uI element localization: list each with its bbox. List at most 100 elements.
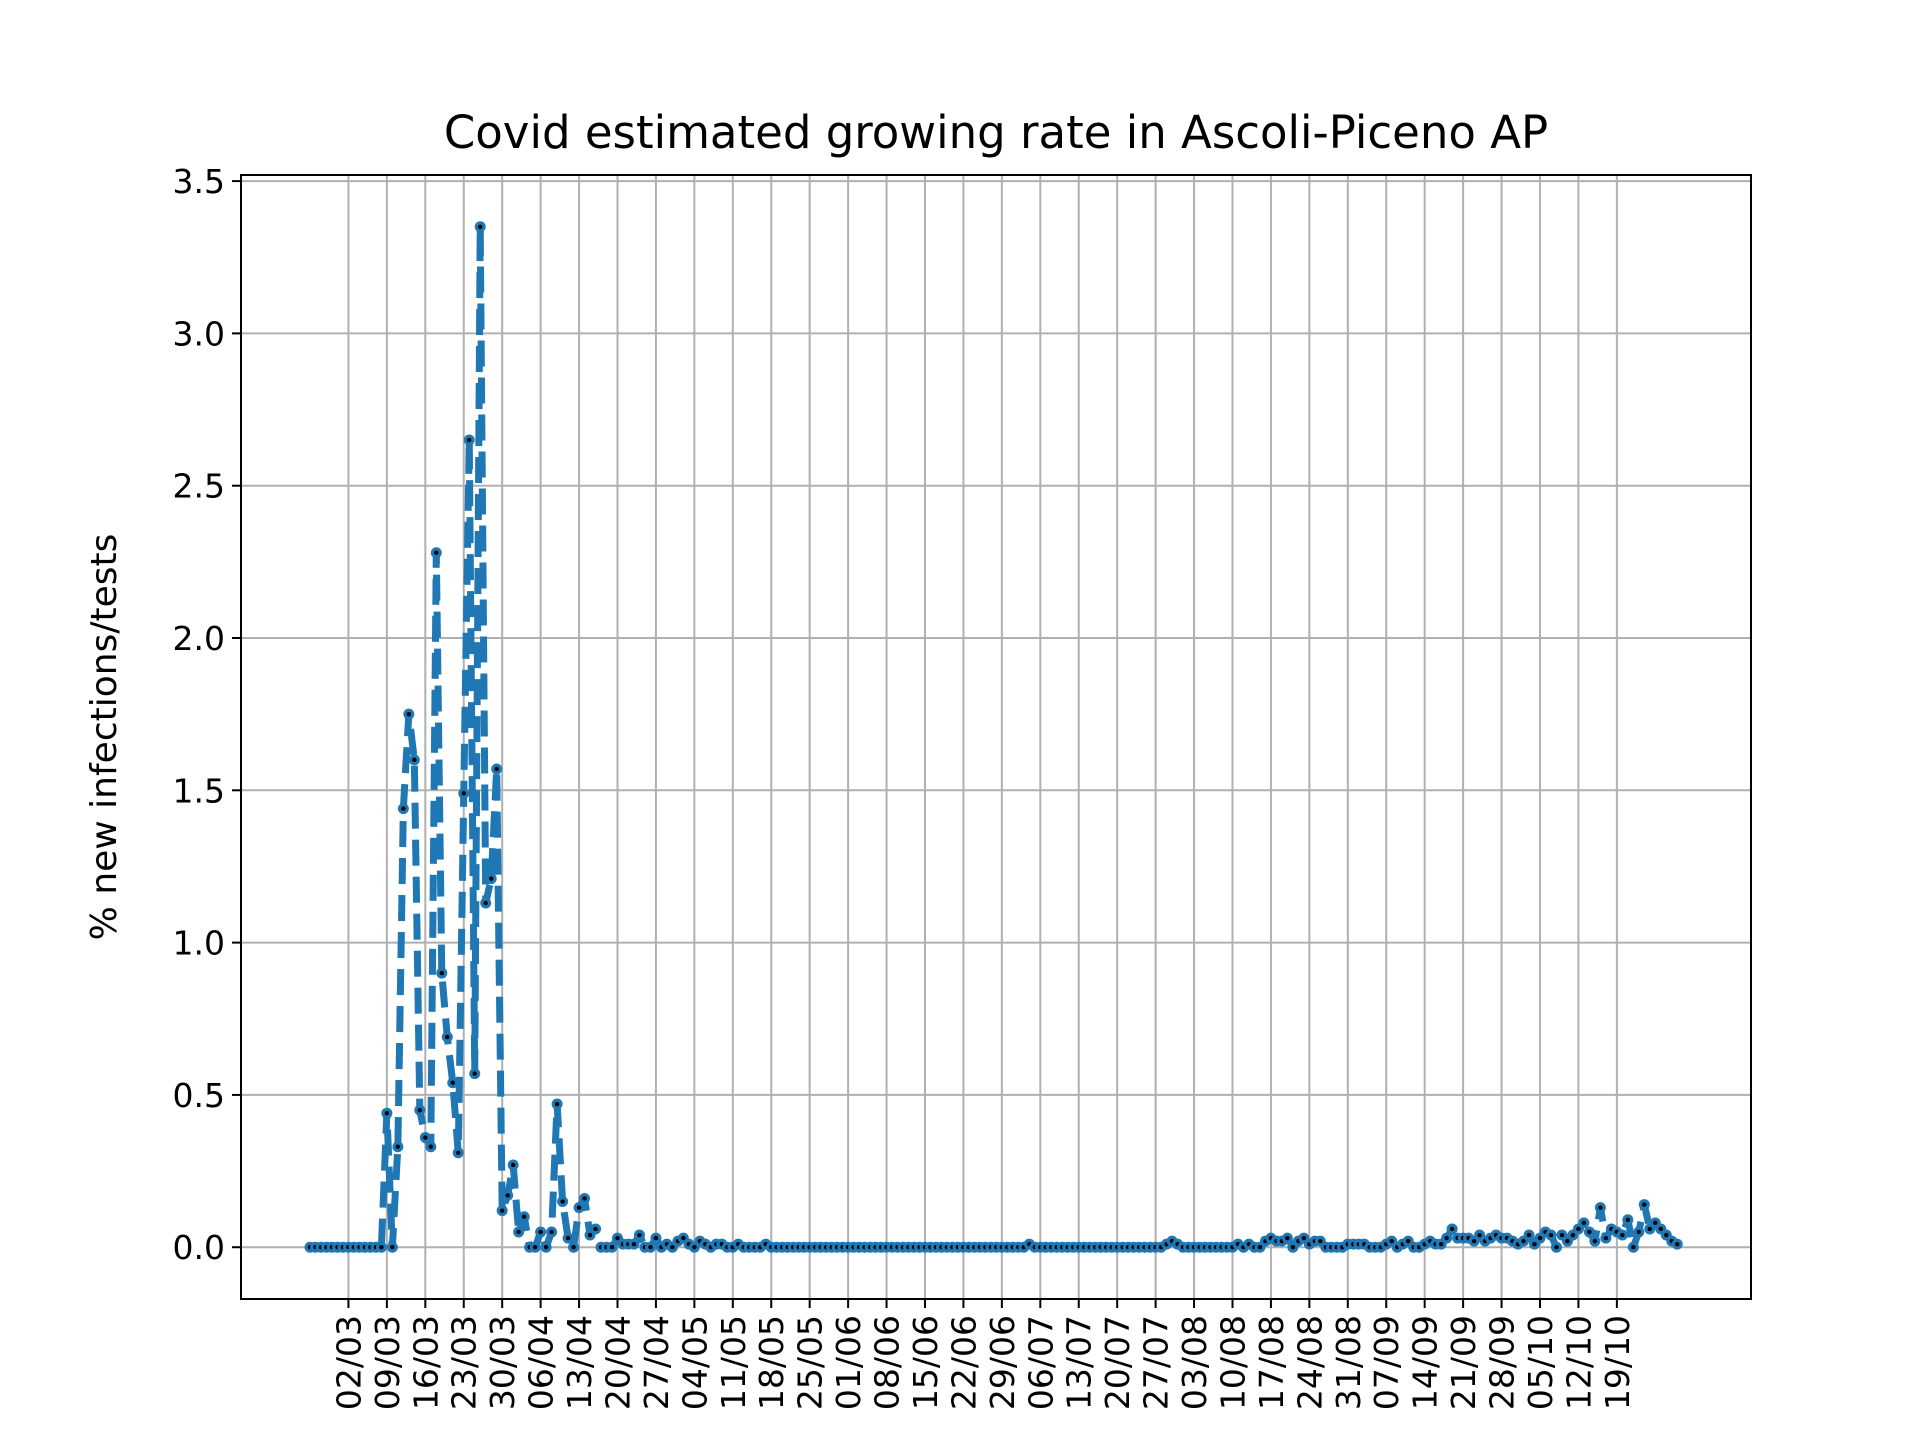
data-point-center — [428, 1144, 434, 1149]
data-point-center — [1532, 1241, 1537, 1247]
data-point-center — [1521, 1238, 1526, 1244]
data-point — [414, 1104, 426, 1116]
y-tick-label: 2.5 — [173, 467, 225, 506]
x-tick-label: 13/07 — [1060, 1315, 1099, 1410]
data-point-center — [445, 1034, 450, 1040]
data-point-center — [1559, 1232, 1565, 1238]
data-point-center — [1631, 1245, 1636, 1250]
data-point-center — [1647, 1226, 1653, 1232]
data-point-center — [1554, 1245, 1559, 1250]
data-point-center — [1301, 1235, 1307, 1241]
data-point-center — [1581, 1220, 1587, 1226]
data-point-center — [1642, 1202, 1647, 1207]
data-point — [408, 754, 420, 766]
x-tick-label: 10/08 — [1213, 1315, 1252, 1410]
data-point-center — [379, 1245, 384, 1250]
data-point-center — [461, 791, 466, 796]
x-axis-ticks: 02/03 09/03 16/03 23/03 30/03 06/04 13/04 20/04… — [329, 1299, 1637, 1410]
data-point — [463, 434, 475, 446]
data-point — [513, 1226, 525, 1238]
data-point — [546, 1226, 558, 1238]
x-tick-label: 30/03 — [483, 1315, 522, 1410]
data-point — [1600, 1232, 1612, 1244]
data-point — [1583, 1226, 1595, 1238]
data-point — [502, 1189, 514, 1201]
data-point-center — [1592, 1238, 1598, 1244]
data-point-center — [549, 1229, 554, 1235]
data-point-center — [467, 437, 472, 443]
data-point — [1627, 1241, 1639, 1253]
data-point-center — [456, 1150, 461, 1155]
x-tick-label: 02/03 — [329, 1315, 368, 1410]
data-point-center — [1603, 1235, 1609, 1241]
x-tick-label: 29/06 — [983, 1315, 1022, 1410]
x-tick-label: 09/03 — [368, 1315, 407, 1410]
data-point-center — [681, 1235, 686, 1241]
data-point — [1622, 1214, 1634, 1226]
x-tick-label: 06/04 — [522, 1315, 561, 1410]
data-point-center — [1625, 1217, 1631, 1223]
data-point-center — [1653, 1220, 1658, 1226]
data-point-center — [1537, 1235, 1543, 1241]
data-point — [441, 1031, 453, 1043]
data-point — [469, 1068, 481, 1080]
y-tick-label: 0.5 — [173, 1076, 225, 1115]
data-point-center — [692, 1245, 697, 1250]
data-point-center — [499, 1208, 505, 1213]
data-point — [540, 1241, 552, 1253]
data-point — [529, 1241, 541, 1253]
data-point — [551, 1098, 563, 1110]
data-point — [458, 787, 470, 799]
x-tick-label: 27/07 — [1137, 1315, 1176, 1410]
data-point-center — [417, 1107, 423, 1113]
data-point-center — [1389, 1238, 1394, 1244]
data-point — [474, 221, 486, 233]
data-point — [1550, 1241, 1562, 1253]
data-point-center — [576, 1205, 582, 1210]
data-point — [436, 967, 448, 979]
x-tick-label: 31/08 — [1329, 1315, 1368, 1410]
data-point-center — [1636, 1229, 1642, 1235]
data-point-center — [1664, 1232, 1669, 1238]
y-tick-label: 1.5 — [173, 771, 225, 810]
data-point-center — [593, 1226, 598, 1232]
data-point-center — [489, 876, 494, 881]
data-point-center — [609, 1245, 615, 1250]
data-point-center — [1548, 1232, 1554, 1238]
x-tick-label: 28/09 — [1483, 1315, 1522, 1410]
data-point-center — [505, 1193, 510, 1198]
data-point-center — [615, 1235, 620, 1241]
data-point-center — [560, 1199, 565, 1204]
x-tick-label: 21/09 — [1444, 1315, 1483, 1410]
data-point-center — [582, 1196, 587, 1201]
x-tick-label: 07/09 — [1367, 1315, 1406, 1410]
x-tick-label: 15/06 — [906, 1315, 945, 1410]
data-point-center — [1318, 1238, 1323, 1244]
data-point-center — [1449, 1226, 1455, 1232]
x-tick-label: 08/06 — [868, 1315, 907, 1410]
data-point-center — [406, 711, 412, 717]
data-point-center — [439, 970, 444, 976]
data-point-center — [483, 900, 488, 906]
data-point-center — [631, 1241, 637, 1247]
x-tick-label: 05/10 — [1521, 1315, 1560, 1410]
data-point-center — [510, 1162, 516, 1168]
data-point — [1441, 1232, 1453, 1244]
data-point — [644, 1241, 656, 1253]
data-point-center — [565, 1235, 571, 1241]
data-point — [491, 763, 503, 775]
data-point-center — [1438, 1241, 1444, 1247]
data-point — [1671, 1238, 1683, 1250]
data-point — [633, 1229, 645, 1241]
y-tick-label: 2.0 — [173, 619, 225, 658]
data-point — [447, 1077, 459, 1089]
data-point-center — [434, 550, 439, 555]
data-point — [1589, 1235, 1601, 1247]
data-point-center — [472, 1071, 477, 1076]
data-point — [452, 1147, 464, 1159]
x-tick-label: 16/03 — [406, 1315, 445, 1410]
x-tick-label: 18/05 — [752, 1315, 791, 1410]
data-point — [381, 1107, 393, 1119]
y-axis-label: % new infections/tests — [84, 534, 125, 941]
